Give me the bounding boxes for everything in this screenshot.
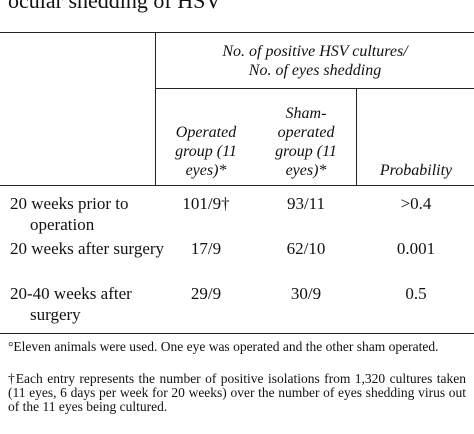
group-header: No. of positive HSV cultures/ No. of eye… [160,42,470,80]
header-line: No. of eyes shedding [248,62,382,79]
table-cell: 62/10 [286,239,326,258]
rule [155,88,474,89]
rule [155,32,156,185]
table-cell: 17/9 [190,239,222,258]
rule [356,88,357,185]
rule [0,185,474,186]
column-header: Sham-operated group (11 eyes)* [275,105,337,179]
row-label: 20-40 weeks after surgery [10,284,132,324]
table-title: ocular shedding of HSV [8,0,222,13]
row-label: 20 weeks prior to operation [10,194,129,234]
rule [0,333,474,334]
column-header: Probability [379,162,453,179]
footnote: †Each entry represents the number of pos… [8,371,466,414]
table-cell: 93/11 [286,194,326,213]
table-cell: 0.5 [405,284,427,303]
table-cell: 29/9 [190,284,222,303]
table-cell: 101/9† [182,194,230,213]
table-cell: >0.4 [400,194,432,213]
footnote: °Eleven animals were used. One eye was o… [8,339,439,354]
table-cell: 30/9 [290,284,322,303]
column-header: Operated group (11 eyes)* [175,124,237,179]
table-cell: 0.001 [396,239,436,258]
rule [0,32,474,33]
row-label: 20 weeks after surgery [10,239,165,258]
header-line: No. of positive HSV cultures/ [222,43,408,60]
